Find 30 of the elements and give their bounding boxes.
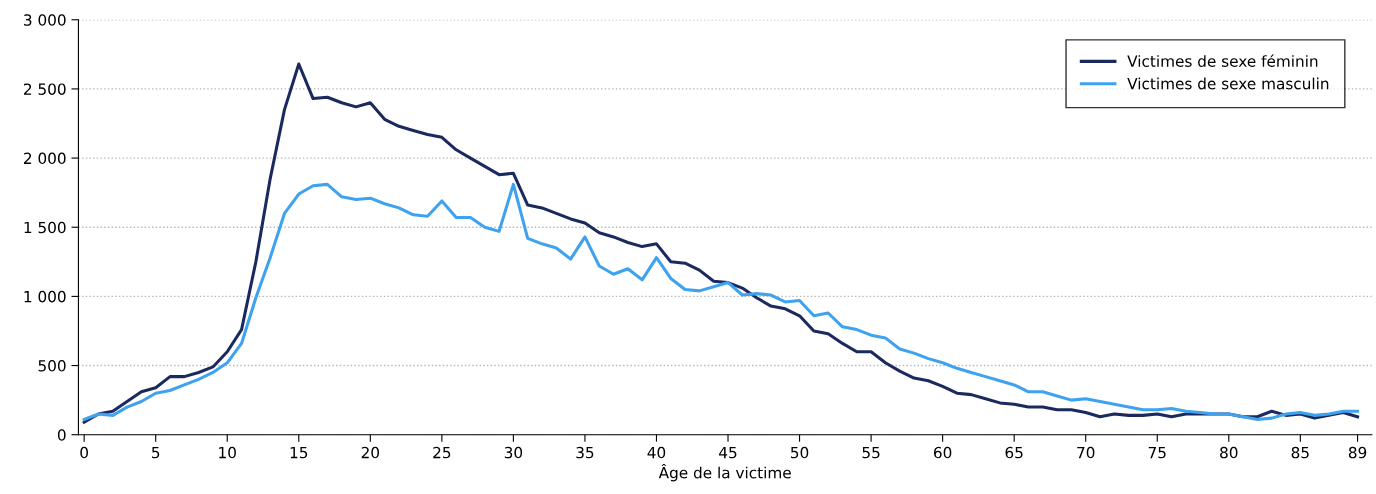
legend-label: Victimes de sexe masculin [1127,77,1329,90]
x-tick-label: 5 [152,447,160,459]
x-tick-label: 55 [862,447,880,459]
x-tick-label: 20 [361,446,380,459]
x-tick-label: 89 [1348,446,1367,459]
y-tick-label: 1 500 [24,221,66,234]
x-tick-label: 70 [1077,446,1095,459]
y-tick-label: 2 000 [24,152,66,165]
x-tick-label: 50 [791,446,809,459]
x-tick-label: 75 [1148,447,1166,459]
x-tick-label: 80 [1220,446,1238,459]
legend-label: Victimes de sexe féminin [1127,54,1318,67]
x-axis-title: Âge de la victime [658,464,791,482]
x-tick-label: 45 [719,447,737,459]
x-tick-label: 0 [80,446,88,459]
y-tick-label: 0 [57,429,66,441]
x-tick-label: 40 [647,446,666,459]
x-tick-label: 60 [933,446,952,459]
line-series [82,182,1360,422]
x-tick-label: 30 [504,446,523,459]
y-tick-label: 500 [38,360,66,372]
x-tick-label: 15 [290,447,308,459]
x-tick-label: 85 [1291,446,1309,459]
y-tick-label: 2 500 [24,83,66,95]
x-tick-label: 35 [576,446,594,459]
x-tick-label: 65 [1005,446,1023,459]
x-tick-label: 10 [219,446,236,459]
x-tick-label: 25 [433,446,451,459]
y-tick-label: 3 000 [24,14,66,26]
y-tick-label: 1 000 [24,290,66,303]
